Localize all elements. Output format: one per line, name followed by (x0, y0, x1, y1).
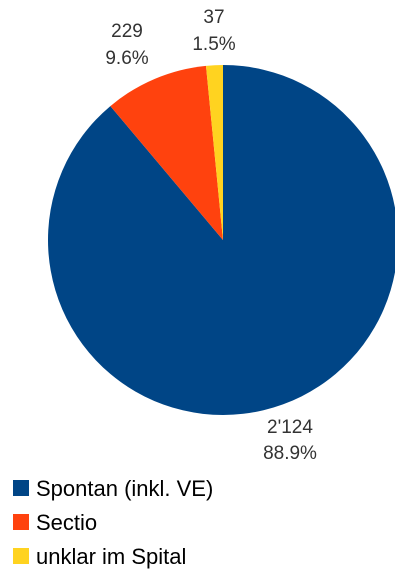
pie-slice-unklar-im-spital (206, 65, 223, 240)
slice-value-label: 37 (203, 7, 224, 28)
legend-swatch-spontan-inkl-ve (13, 480, 29, 496)
data-labels: 2'124 88.9% 229 9.6% 37 1.5% (105, 7, 317, 464)
pie-slice-sectio (110, 65, 223, 240)
slice-percent-label: 1.5% (192, 34, 235, 55)
legend-swatch-sectio (13, 514, 29, 530)
legend: Spontan (inkl. VE) Sectio unklar im Spital (13, 476, 213, 569)
pie-slice-spontan-inkl-ve (48, 65, 395, 415)
slice-value-label: 229 (111, 21, 143, 42)
slice-percent-label: 88.9% (263, 443, 317, 464)
pie-slices (48, 65, 395, 415)
legend-label-sectio: Sectio (36, 510, 97, 535)
legend-label-unklar-im-spital: unklar im Spital (36, 544, 186, 569)
slice-percent-label: 9.6% (105, 48, 148, 69)
legend-swatch-unklar-im-spital (13, 548, 29, 564)
slice-value-label: 2'124 (267, 417, 313, 438)
legend-label-spontan-inkl-ve: Spontan (inkl. VE) (36, 476, 213, 501)
